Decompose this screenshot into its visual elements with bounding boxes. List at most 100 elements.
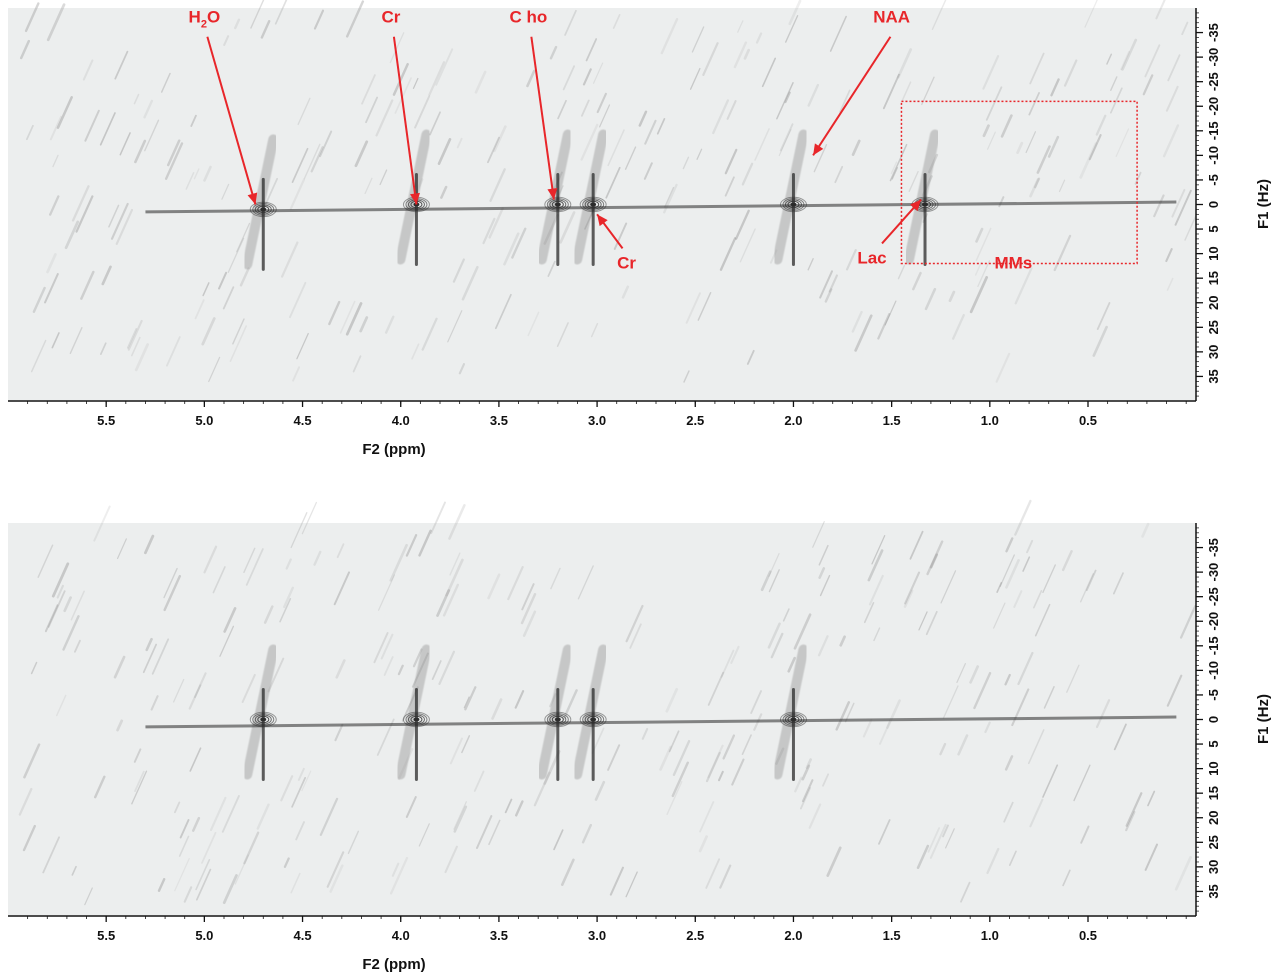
noise-streak <box>984 721 991 734</box>
noise-streak <box>664 186 675 208</box>
noise-streak <box>389 32 405 64</box>
noise-streak <box>784 91 791 104</box>
noise-streak <box>285 558 292 570</box>
noise-streak <box>189 747 202 772</box>
x-tick-label: 0.5 <box>1079 928 1097 943</box>
peak-contour <box>402 711 430 728</box>
noise-streak <box>212 566 226 594</box>
noise-streak <box>801 764 811 781</box>
noise-streak <box>93 775 106 799</box>
noise-streak <box>203 545 218 574</box>
noise-streak <box>1121 38 1138 71</box>
noise-streak <box>553 829 564 851</box>
noise-streak <box>1000 114 1013 138</box>
noise-streak <box>1029 798 1044 828</box>
noise-streak <box>1080 825 1090 844</box>
noise-streak <box>924 287 937 311</box>
noise-streak <box>1079 142 1098 179</box>
noise-streak <box>768 553 780 578</box>
noise-streak <box>942 685 959 719</box>
noise-streak <box>335 659 346 679</box>
noise-streak <box>150 695 159 711</box>
noise-streak <box>130 336 141 357</box>
noise-streak <box>829 15 847 52</box>
noise-streak <box>26 124 34 141</box>
noise-streak <box>956 663 966 684</box>
annotation-arrow <box>530 36 555 200</box>
noise-streak <box>380 633 394 660</box>
noise-streak <box>46 3 66 42</box>
noise-streak <box>743 48 751 60</box>
noise-streak <box>1003 801 1014 823</box>
noise-streak <box>345 0 365 38</box>
noise-streak <box>1033 589 1043 609</box>
noise-streak <box>975 227 984 243</box>
peak-ridge <box>572 644 609 780</box>
noise-streak <box>868 574 884 606</box>
noise-streak <box>195 859 211 891</box>
peak-center <box>554 202 561 207</box>
noise-streak <box>444 845 458 874</box>
peak-center <box>590 202 597 207</box>
noise-streak <box>263 177 279 209</box>
top-spectrum-panel: 5.5 5.0 4.5 4.0 3.5 3.0 2.5 2.0 1.5 1.0 0.5 -35 -30… <box>8 0 1272 458</box>
noise-streak <box>234 18 241 30</box>
noise-streak <box>926 540 944 576</box>
noise-streak <box>365 96 379 124</box>
noise-streak <box>185 172 195 190</box>
noise-streak <box>1153 194 1165 218</box>
noise-streak <box>489 168 506 202</box>
noise-streak <box>863 602 875 624</box>
noise-streak <box>514 690 525 709</box>
noise-streak <box>55 694 67 717</box>
noise-streak <box>49 115 63 141</box>
noise-streak <box>194 684 202 699</box>
noise-streak <box>291 776 306 808</box>
noise-streak <box>925 610 938 636</box>
y-tick-label: -30 <box>1206 563 1221 582</box>
noise-streak <box>195 868 212 901</box>
noise-streak <box>768 569 780 593</box>
noise-streak <box>359 316 369 333</box>
noise-streak <box>812 521 825 548</box>
noise-streak <box>834 165 844 184</box>
noise-streak <box>463 696 470 709</box>
annotation-label: H2O <box>189 8 221 31</box>
noise-streak <box>474 70 487 94</box>
noise-streak <box>183 886 193 903</box>
noise-streak <box>201 317 216 346</box>
noise-streak <box>232 318 245 345</box>
annotation-arrowhead <box>597 214 608 227</box>
noise-streak <box>897 264 906 280</box>
noise-streak <box>1095 114 1107 136</box>
noise-streak <box>263 605 274 624</box>
noise-streak <box>594 780 606 801</box>
noise-streak <box>256 803 270 830</box>
noise-streak <box>310 146 324 173</box>
noise-streak <box>776 82 794 120</box>
noise-streak <box>456 137 463 149</box>
noise-streak <box>412 77 419 89</box>
noise-streak <box>449 552 461 576</box>
noise-streak <box>145 637 153 652</box>
noise-streak <box>421 317 438 351</box>
noise-streak <box>592 62 604 84</box>
noise-streak <box>1029 52 1045 85</box>
noise-streak <box>1026 539 1034 554</box>
noise-streak <box>1184 215 1197 241</box>
annotation-label: NAA <box>873 8 910 27</box>
noise-streak <box>999 554 1015 588</box>
noise-streak <box>844 702 855 723</box>
noise-streak <box>429 111 441 136</box>
noise-streak <box>890 161 898 175</box>
noise-streak <box>44 604 59 633</box>
noise-streak <box>1014 499 1032 536</box>
noise-streak <box>957 734 969 756</box>
peak-contour <box>579 196 607 213</box>
noise-streak <box>1085 569 1097 592</box>
noise-streak <box>625 871 638 898</box>
x-tick-label: 5.5 <box>97 928 115 943</box>
noise-streak <box>101 265 112 286</box>
x-tick-label: 4.5 <box>294 413 312 428</box>
noise-streak <box>336 543 345 559</box>
